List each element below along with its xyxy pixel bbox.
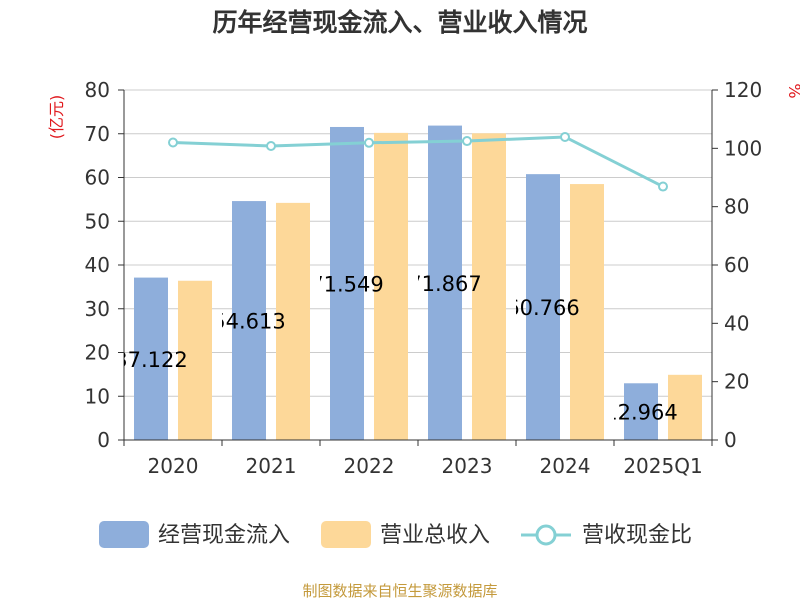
legend-marker-ratio <box>535 524 557 546</box>
y-left-tick-label: 30 <box>85 297 110 321</box>
bar-cash-inflow <box>330 126 364 441</box>
ratio-point <box>364 137 374 148</box>
y-left-tick-label: 0 <box>97 428 110 452</box>
data-label-cash-inflow: 71.549 <box>310 272 383 296</box>
x-tick-label: 2024 <box>540 454 591 478</box>
y-right-tick-label: 120 <box>724 78 762 102</box>
data-label-cash-inflow: 37.122 <box>114 348 187 372</box>
bar-revenue <box>472 133 506 440</box>
y-right-tick-label: 0 <box>724 428 737 452</box>
ratio-point <box>266 141 276 151</box>
y-right-tick-label: 80 <box>724 195 749 219</box>
bar-cash-inflow <box>134 277 168 440</box>
legend-label-revenue: 营业总收入 <box>380 523 490 548</box>
y-left-tick-label: 70 <box>85 122 110 146</box>
ratio-point <box>462 136 472 147</box>
ratio-point <box>560 131 570 142</box>
ratio-point <box>658 181 668 192</box>
legend-item-revenue[interactable]: 营业总收入 <box>321 521 490 548</box>
legend-label-cash-inflow: 经营现金流入 <box>158 523 290 548</box>
x-tick-label: 2020 <box>148 454 199 478</box>
data-label-cash-inflow: 54.613 <box>212 310 285 334</box>
chart-title: 历年经营现金流入、营业收入情况 <box>212 8 587 37</box>
data-label-cash-inflow: 12.964 <box>604 401 677 425</box>
x-tick-label: 2022 <box>344 454 395 478</box>
data-label-cash-inflow: 71.867 <box>408 272 481 296</box>
bar-cash-inflow <box>624 383 658 440</box>
y-left-unit: (亿元) <box>47 95 66 140</box>
y-left-tick-label: 40 <box>85 253 110 277</box>
bars <box>134 125 702 441</box>
y-left-tick-label: 50 <box>85 209 110 233</box>
legend-label-ratio: 营收现金比 <box>582 523 692 548</box>
bar-revenue <box>276 202 310 440</box>
x-tick-label: 2025Q1 <box>623 454 702 478</box>
ratio-line <box>168 131 668 192</box>
ratio-point <box>168 137 178 148</box>
legend-item-cash-inflow[interactable]: 经营现金流入 <box>99 521 290 548</box>
bar-revenue <box>178 280 212 440</box>
y-left-tick-label: 60 <box>85 166 110 190</box>
axes: 0 10 20 30 40 50 60 70 80 0 20 40 60 80 100 120 2020 2021… <box>85 78 763 478</box>
bar-cash-inflow <box>526 174 560 440</box>
bar-cash-inflow <box>428 125 462 440</box>
legend-swatch-cash-inflow <box>99 521 149 548</box>
y-right-tick-label: 60 <box>724 253 749 277</box>
data-labels: 37.122 54.613 71.549 71.867 60.766 12.964 <box>114 272 678 425</box>
x-tick-label: 2021 <box>246 454 297 478</box>
bar-revenue <box>668 374 702 440</box>
source-note: 制图数据来自恒生聚源数据库 <box>302 582 497 600</box>
y-left-tick-label: 80 <box>85 78 110 102</box>
x-tick-label: 2023 <box>442 454 493 478</box>
legend-item-ratio[interactable]: 营收现金比 <box>521 523 692 548</box>
bar-revenue <box>374 132 408 440</box>
legend: 经营现金流入 营业总收入 营收现金比 <box>99 521 692 548</box>
grid-lines <box>124 89 712 397</box>
y-right-unit: % <box>785 83 800 98</box>
y-right-tick-label: 20 <box>724 370 749 394</box>
y-left-tick-label: 10 <box>85 384 110 408</box>
legend-swatch-revenue <box>321 521 371 548</box>
y-right-tick-label: 100 <box>724 136 762 160</box>
bar-revenue <box>570 184 604 440</box>
y-right-tick-label: 40 <box>724 311 749 335</box>
y-left-tick-label: 20 <box>85 341 110 365</box>
bar-cash-inflow <box>232 201 266 440</box>
ratio-line-path <box>172 135 664 188</box>
data-label-cash-inflow: 60.766 <box>506 296 579 320</box>
